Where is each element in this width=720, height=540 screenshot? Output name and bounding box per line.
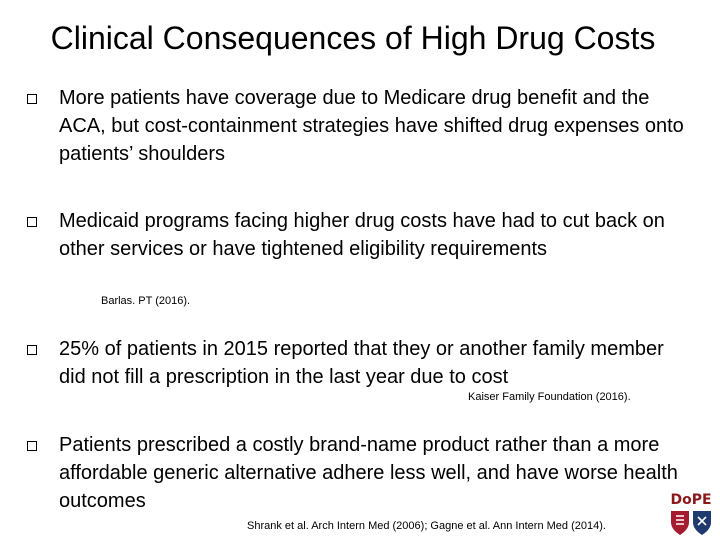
bullet-text: Patients prescribed a costly brand-name … bbox=[59, 434, 678, 512]
shield-icon bbox=[671, 511, 711, 535]
bullet-square-icon bbox=[27, 441, 37, 451]
bullet-square-icon bbox=[27, 94, 37, 104]
bullet-text: Medicaid programs facing higher drug cos… bbox=[59, 210, 665, 260]
bullet-text: 25% of patients in 2015 reported that th… bbox=[59, 338, 664, 388]
bullet-text: More patients have coverage due to Medic… bbox=[59, 87, 684, 165]
bullet-square-icon bbox=[27, 217, 37, 227]
dope-logo: DoPE bbox=[668, 492, 714, 536]
citation: Barlas. PT (2016). bbox=[101, 295, 191, 307]
citation: Kaiser Family Foundation (2016). bbox=[468, 391, 631, 403]
slide-title: Clinical Consequences of High Drug Costs bbox=[50, 20, 656, 56]
logo-text: DoPE bbox=[670, 492, 712, 508]
citation: Shrank et al. Arch Intern Med (2006); Ga… bbox=[247, 520, 606, 532]
bullet-square-icon bbox=[27, 345, 37, 355]
